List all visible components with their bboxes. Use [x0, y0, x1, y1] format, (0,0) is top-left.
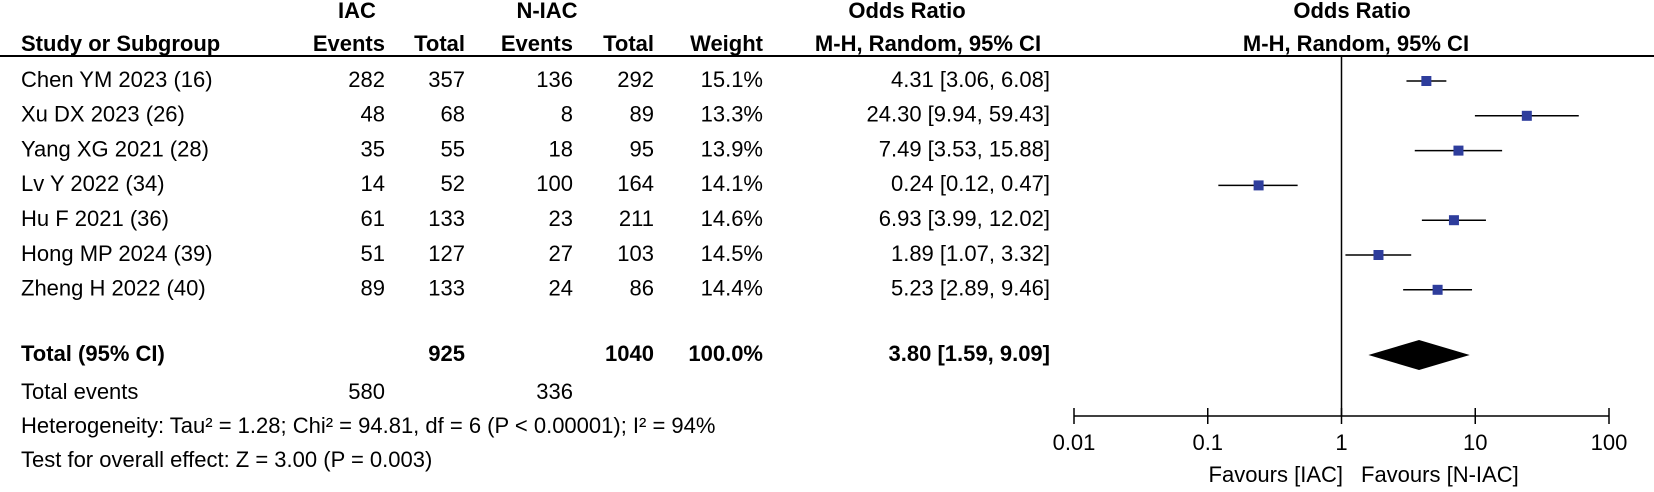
group-header: N-IAC — [516, 0, 577, 23]
point-estimate — [1432, 284, 1443, 295]
cell: 1.89 [1.07, 3.32] — [891, 241, 1050, 266]
cell: 14.6% — [701, 206, 763, 231]
cell: 14.1% — [701, 171, 763, 196]
study-name: Zheng H 2022 (40) — [21, 276, 206, 301]
cell: 68 — [441, 102, 465, 127]
favours-left: Favours [IAC] — [1209, 462, 1343, 487]
point-estimate — [1521, 110, 1532, 121]
cell: 18 — [549, 136, 573, 161]
study-name: Hu F 2021 (36) — [21, 206, 169, 231]
study-name: Chen YM 2023 (16) — [21, 67, 213, 92]
heterogeneity: Heterogeneity: Tau² = 1.28; Chi² = 94.81… — [21, 413, 715, 438]
cell: 24 — [549, 276, 573, 301]
cell: 136 — [536, 67, 573, 92]
study-name: Hong MP 2024 (39) — [21, 241, 213, 266]
study-name: Lv Y 2022 (34) — [21, 171, 165, 196]
cell: 23 — [549, 206, 573, 231]
study-name: Yang XG 2021 (28) — [21, 136, 209, 161]
cell: 48 — [361, 102, 385, 127]
x-tick-label: 10 — [1463, 430, 1487, 455]
column-header: Total — [414, 31, 465, 56]
group-header: Odds Ratio — [1293, 0, 1410, 23]
total-cell: 1040 — [605, 341, 654, 366]
cell: 52 — [441, 171, 465, 196]
cell: 61 — [361, 206, 385, 231]
cell: 89 — [630, 102, 654, 127]
cell: 0.24 [0.12, 0.47] — [891, 171, 1050, 196]
point-estimate — [1448, 215, 1459, 226]
cell: 282 — [348, 67, 385, 92]
x-tick-label: 0.1 — [1192, 430, 1223, 455]
cell: 86 — [630, 276, 654, 301]
cell: 7.49 [3.53, 15.88] — [879, 136, 1050, 161]
column-header: Weight — [690, 31, 764, 56]
cell: 127 — [428, 241, 465, 266]
x-tick-label: 100 — [1591, 430, 1628, 455]
cell: 14 — [361, 171, 385, 196]
total-name: Total (95% CI) — [21, 341, 165, 366]
x-tick-label: 1 — [1335, 430, 1347, 455]
cell: 55 — [441, 136, 465, 161]
cell: 6.93 [3.99, 12.02] — [879, 206, 1050, 231]
column-header: Events — [501, 31, 573, 56]
cell: 4.31 [3.06, 6.08] — [891, 67, 1050, 92]
summary-diamond — [1368, 340, 1470, 370]
cell: 13.9% — [701, 136, 763, 161]
study-name: Xu DX 2023 (26) — [21, 102, 185, 127]
cell: 8 — [561, 102, 573, 127]
column-header: Study or Subgroup — [21, 31, 220, 56]
cell: 13.3% — [701, 102, 763, 127]
cell: 164 — [617, 171, 654, 196]
cell: 103 — [617, 241, 654, 266]
favours-right: Favours [N-IAC] — [1361, 462, 1519, 487]
cell: 95 — [630, 136, 654, 161]
group-header: Odds Ratio — [848, 0, 965, 23]
point-estimate — [1453, 145, 1464, 156]
cell: 24.30 [9.94, 59.43] — [867, 102, 1051, 127]
group-header: IAC — [338, 0, 376, 23]
cell: 35 — [361, 136, 385, 161]
total-cell: 3.80 [1.59, 9.09] — [889, 341, 1050, 366]
column-header: Events — [313, 31, 385, 56]
overall-effect: Test for overall effect: Z = 3.00 (P = 0… — [21, 447, 432, 472]
cell: 5.23 [2.89, 9.46] — [891, 276, 1050, 301]
x-tick-label: 0.01 — [1053, 430, 1096, 455]
point-estimate — [1421, 76, 1432, 86]
point-estimate — [1253, 180, 1264, 191]
cell: 133 — [428, 206, 465, 231]
cell: 14.4% — [701, 276, 763, 301]
cell: 15.1% — [701, 67, 763, 92]
cell: 336 — [536, 379, 573, 404]
total-events-name: Total events — [21, 379, 138, 404]
cell: 51 — [361, 241, 385, 266]
cell: 580 — [348, 379, 385, 404]
total-cell: 100.0% — [688, 341, 763, 366]
point-estimate — [1373, 250, 1384, 260]
column-header: Total — [603, 31, 654, 56]
cell: 100 — [536, 171, 573, 196]
cell: 14.5% — [701, 241, 763, 266]
cell: 89 — [361, 276, 385, 301]
column-header: M-H, Random, 95% CI — [1243, 31, 1469, 56]
cell: 27 — [549, 241, 573, 266]
cell: 357 — [428, 67, 465, 92]
cell: 133 — [428, 276, 465, 301]
column-header: M-H, Random, 95% CI — [815, 31, 1041, 56]
cell: 211 — [619, 206, 654, 231]
total-cell: 925 — [428, 341, 465, 366]
cell: 292 — [617, 67, 654, 92]
